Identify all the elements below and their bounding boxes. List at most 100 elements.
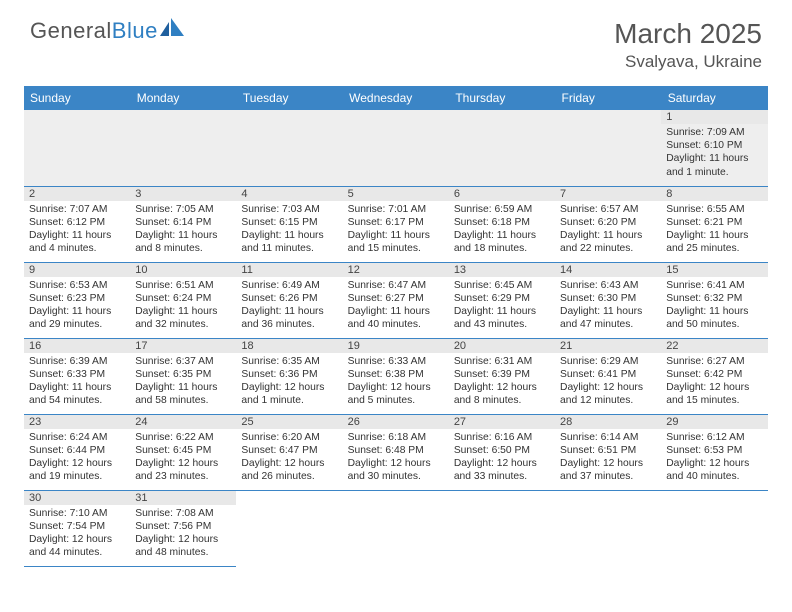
day-number: 7: [555, 187, 661, 201]
day-number: 22: [661, 339, 767, 353]
daylight-text: Daylight: 12 hours and 37 minutes.: [560, 457, 656, 483]
day-details: Sunrise: 7:03 AMSunset: 6:15 PMDaylight:…: [236, 201, 342, 259]
sunrise-text: Sunrise: 6:55 AM: [666, 203, 762, 216]
day-details: Sunrise: 6:12 AMSunset: 6:53 PMDaylight:…: [661, 429, 767, 487]
day-number: 23: [24, 415, 130, 429]
sunrise-text: Sunrise: 6:53 AM: [29, 279, 125, 292]
day-details: Sunrise: 6:24 AMSunset: 6:44 PMDaylight:…: [24, 429, 130, 487]
sunrise-text: Sunrise: 6:22 AM: [135, 431, 231, 444]
day-details: Sunrise: 6:53 AMSunset: 6:23 PMDaylight:…: [24, 277, 130, 335]
daylight-text: Daylight: 11 hours and 36 minutes.: [241, 305, 337, 331]
sunset-text: Sunset: 6:26 PM: [241, 292, 337, 305]
day-details: Sunrise: 6:55 AMSunset: 6:21 PMDaylight:…: [661, 201, 767, 259]
calendar-cell: [236, 490, 342, 566]
weekday-header: Tuesday: [236, 86, 342, 110]
calendar-cell: 12Sunrise: 6:47 AMSunset: 6:27 PMDayligh…: [343, 262, 449, 338]
daylight-text: Daylight: 12 hours and 15 minutes.: [666, 381, 762, 407]
day-details: Sunrise: 7:09 AMSunset: 6:10 PMDaylight:…: [661, 124, 767, 182]
calendar-cell: [343, 110, 449, 186]
daylight-text: Daylight: 11 hours and 43 minutes.: [454, 305, 550, 331]
day-details: Sunrise: 6:18 AMSunset: 6:48 PMDaylight:…: [343, 429, 449, 487]
day-details: Sunrise: 6:31 AMSunset: 6:39 PMDaylight:…: [449, 353, 555, 411]
sunset-text: Sunset: 6:47 PM: [241, 444, 337, 457]
day-number: 29: [661, 415, 767, 429]
calendar-cell: 11Sunrise: 6:49 AMSunset: 6:26 PMDayligh…: [236, 262, 342, 338]
sunrise-text: Sunrise: 7:09 AM: [666, 126, 762, 139]
day-details: Sunrise: 7:05 AMSunset: 6:14 PMDaylight:…: [130, 201, 236, 259]
calendar-cell: 3Sunrise: 7:05 AMSunset: 6:14 PMDaylight…: [130, 186, 236, 262]
day-number: 19: [343, 339, 449, 353]
title-block: March 2025 Svalyava, Ukraine: [614, 18, 762, 72]
day-number: 9: [24, 263, 130, 277]
daylight-text: Daylight: 11 hours and 22 minutes.: [560, 229, 656, 255]
day-number: 10: [130, 263, 236, 277]
sunrise-text: Sunrise: 6:57 AM: [560, 203, 656, 216]
day-details: Sunrise: 6:39 AMSunset: 6:33 PMDaylight:…: [24, 353, 130, 411]
sunrise-text: Sunrise: 7:08 AM: [135, 507, 231, 520]
sunset-text: Sunset: 6:24 PM: [135, 292, 231, 305]
day-details: Sunrise: 6:27 AMSunset: 6:42 PMDaylight:…: [661, 353, 767, 411]
daylight-text: Daylight: 11 hours and 54 minutes.: [29, 381, 125, 407]
sunset-text: Sunset: 6:30 PM: [560, 292, 656, 305]
calendar-cell: 14Sunrise: 6:43 AMSunset: 6:30 PMDayligh…: [555, 262, 661, 338]
day-number: 6: [449, 187, 555, 201]
calendar-table: SundayMondayTuesdayWednesdayThursdayFrid…: [24, 86, 768, 567]
day-details: Sunrise: 6:49 AMSunset: 6:26 PMDaylight:…: [236, 277, 342, 335]
calendar-cell: 15Sunrise: 6:41 AMSunset: 6:32 PMDayligh…: [661, 262, 767, 338]
day-number: 31: [130, 491, 236, 505]
header: GeneralBlue March 2025 Svalyava, Ukraine: [0, 0, 792, 80]
day-number: 12: [343, 263, 449, 277]
calendar-cell: 6Sunrise: 6:59 AMSunset: 6:18 PMDaylight…: [449, 186, 555, 262]
sunset-text: Sunset: 6:41 PM: [560, 368, 656, 381]
daylight-text: Daylight: 12 hours and 1 minute.: [241, 381, 337, 407]
day-details: Sunrise: 7:10 AMSunset: 7:54 PMDaylight:…: [24, 505, 130, 563]
calendar-cell: 5Sunrise: 7:01 AMSunset: 6:17 PMDaylight…: [343, 186, 449, 262]
sunset-text: Sunset: 6:15 PM: [241, 216, 337, 229]
calendar-cell: 7Sunrise: 6:57 AMSunset: 6:20 PMDaylight…: [555, 186, 661, 262]
sunset-text: Sunset: 6:48 PM: [348, 444, 444, 457]
sunrise-text: Sunrise: 6:41 AM: [666, 279, 762, 292]
day-number: 25: [236, 415, 342, 429]
daylight-text: Daylight: 12 hours and 40 minutes.: [666, 457, 762, 483]
sunrise-text: Sunrise: 6:29 AM: [560, 355, 656, 368]
day-details: Sunrise: 6:57 AMSunset: 6:20 PMDaylight:…: [555, 201, 661, 259]
calendar-cell: 25Sunrise: 6:20 AMSunset: 6:47 PMDayligh…: [236, 414, 342, 490]
logo-text-b: Blue: [112, 18, 158, 44]
sunrise-text: Sunrise: 6:37 AM: [135, 355, 231, 368]
daylight-text: Daylight: 12 hours and 48 minutes.: [135, 533, 231, 559]
day-number: 15: [661, 263, 767, 277]
calendar-week-row: 23Sunrise: 6:24 AMSunset: 6:44 PMDayligh…: [24, 414, 768, 490]
sunrise-text: Sunrise: 6:43 AM: [560, 279, 656, 292]
daylight-text: Daylight: 12 hours and 33 minutes.: [454, 457, 550, 483]
day-number: 24: [130, 415, 236, 429]
daylight-text: Daylight: 12 hours and 5 minutes.: [348, 381, 444, 407]
sunrise-text: Sunrise: 6:12 AM: [666, 431, 762, 444]
calendar-cell: [555, 490, 661, 566]
calendar-cell: 9Sunrise: 6:53 AMSunset: 6:23 PMDaylight…: [24, 262, 130, 338]
weekday-header: Thursday: [449, 86, 555, 110]
sunset-text: Sunset: 7:54 PM: [29, 520, 125, 533]
day-details: Sunrise: 6:20 AMSunset: 6:47 PMDaylight:…: [236, 429, 342, 487]
calendar-week-row: 2Sunrise: 7:07 AMSunset: 6:12 PMDaylight…: [24, 186, 768, 262]
calendar-cell: 19Sunrise: 6:33 AMSunset: 6:38 PMDayligh…: [343, 338, 449, 414]
calendar-cell: [343, 490, 449, 566]
sunrise-text: Sunrise: 7:07 AM: [29, 203, 125, 216]
calendar-cell: 17Sunrise: 6:37 AMSunset: 6:35 PMDayligh…: [130, 338, 236, 414]
sunrise-text: Sunrise: 6:16 AM: [454, 431, 550, 444]
sunrise-text: Sunrise: 6:39 AM: [29, 355, 125, 368]
day-number: 13: [449, 263, 555, 277]
logo-sail-icon: [160, 18, 186, 38]
day-number: 14: [555, 263, 661, 277]
logo: GeneralBlue: [30, 18, 186, 44]
day-number: 18: [236, 339, 342, 353]
weekday-header-row: SundayMondayTuesdayWednesdayThursdayFrid…: [24, 86, 768, 110]
calendar-week-row: 1Sunrise: 7:09 AMSunset: 6:10 PMDaylight…: [24, 110, 768, 186]
sunset-text: Sunset: 6:20 PM: [560, 216, 656, 229]
calendar-cell: 27Sunrise: 6:16 AMSunset: 6:50 PMDayligh…: [449, 414, 555, 490]
sunrise-text: Sunrise: 7:01 AM: [348, 203, 444, 216]
day-details: Sunrise: 6:51 AMSunset: 6:24 PMDaylight:…: [130, 277, 236, 335]
day-number: 16: [24, 339, 130, 353]
day-details: Sunrise: 6:29 AMSunset: 6:41 PMDaylight:…: [555, 353, 661, 411]
day-number: 28: [555, 415, 661, 429]
sunrise-text: Sunrise: 6:59 AM: [454, 203, 550, 216]
